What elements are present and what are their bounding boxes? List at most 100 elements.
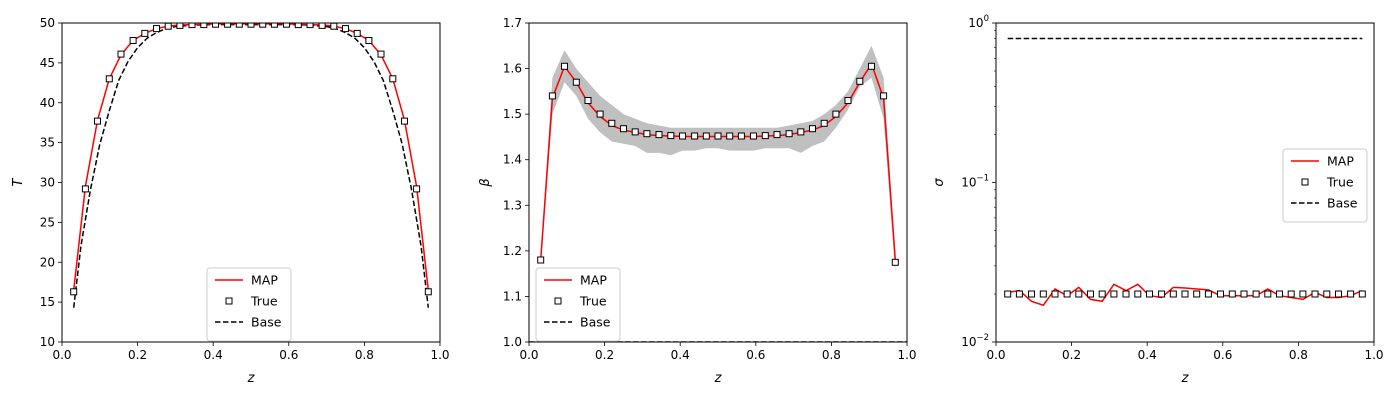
true-marker <box>1110 290 1118 298</box>
true-marker <box>141 29 149 37</box>
true-marker <box>1098 290 1106 298</box>
true-marker <box>200 23 208 29</box>
true-marker <box>620 125 627 133</box>
true-marker <box>1347 290 1355 298</box>
y-tick-label: 1.7 <box>503 16 522 30</box>
legend-true-handle <box>554 297 562 305</box>
true-marker <box>832 110 840 118</box>
legend-base-label: Base <box>1327 196 1358 211</box>
true-marker <box>797 128 805 136</box>
true-marker <box>844 97 852 104</box>
chart-panel-1: 0.0 0.2 0.4 0.6 0.8 1.0 10 15 20 25 30 35 40 45 50 z T MA… <box>11 16 450 386</box>
true-marker <box>1169 290 1177 298</box>
true-marker <box>785 130 793 138</box>
true-marker <box>235 23 243 28</box>
y-tick-label: 1.3 <box>503 198 522 212</box>
true-marker <box>856 77 864 85</box>
y-axis-label: β <box>478 178 493 187</box>
true-marker <box>247 23 255 28</box>
legend-true-handle <box>225 297 233 305</box>
true-marker <box>679 132 686 140</box>
chart-panel-2: 0.0 0.2 0.4 0.6 0.8 1.0 1.0 1.1 1.2 1.3 1.4 1.5 1.6 1… <box>478 16 917 386</box>
y-tick-label: 30 <box>40 176 55 190</box>
y-tick-label: 1.1 <box>503 289 522 303</box>
true-marker <box>820 119 828 127</box>
legend: MAP True Base <box>206 267 292 342</box>
true-marker <box>1252 290 1260 298</box>
true-marker <box>572 78 580 86</box>
true-marker <box>1299 290 1307 298</box>
true-marker <box>1051 290 1059 298</box>
true-marker <box>537 256 545 264</box>
chart-panel-3: 0.0 0.2 0.4 0.6 0.8 1.0 10−2 10−1 100 z σ MAP True Ba… <box>932 14 1384 386</box>
true-marker <box>584 97 592 104</box>
legend-map-label: MAP <box>1327 154 1354 169</box>
true-marker <box>212 23 219 28</box>
true-marker <box>306 23 314 29</box>
y-tick-label: 100 <box>968 14 989 30</box>
x-tick-label: 1.0 <box>430 348 449 362</box>
true-marker <box>596 110 604 118</box>
true-marker <box>413 185 421 193</box>
base-series-line <box>72 23 430 308</box>
y-tick-label: 20 <box>40 255 55 269</box>
true-marker <box>353 29 361 37</box>
true-marker <box>880 92 888 100</box>
true-marker <box>389 75 397 83</box>
true-marker <box>1217 290 1224 298</box>
y-tick-label: 10−2 <box>961 333 989 349</box>
y-tick-label: 1.4 <box>503 153 522 167</box>
x-tick-label: 0.4 <box>204 348 223 362</box>
true-marker <box>1287 290 1295 298</box>
legend-true-label: True <box>250 294 278 309</box>
true-marker <box>94 117 101 125</box>
true-marker <box>1015 290 1023 298</box>
y-tick-label: 25 <box>40 215 55 229</box>
true-marker <box>608 119 616 127</box>
true-marker <box>561 62 568 70</box>
true-marker <box>1358 290 1366 298</box>
true-marker <box>726 132 734 140</box>
legend: MAP True Base <box>1282 148 1368 223</box>
true-marker <box>330 23 338 30</box>
true-marker <box>1146 290 1153 298</box>
true-marker <box>691 132 699 140</box>
legend-box <box>535 267 621 342</box>
y-axis-label: T <box>11 177 26 186</box>
x-tick-label: 1.0 <box>1364 348 1383 362</box>
plot-area <box>70 23 432 308</box>
y-tick-label: 1.5 <box>503 107 522 121</box>
legend-box <box>1282 148 1368 223</box>
true-marker <box>643 130 651 138</box>
plot-area <box>529 45 907 342</box>
y-tick-label: 50 <box>40 16 55 30</box>
x-axis-label: z <box>247 371 256 386</box>
true-marker <box>1311 290 1319 298</box>
true-marker <box>631 128 639 136</box>
x-tick-label: 0.4 <box>1138 348 1157 362</box>
true-marker <box>655 131 663 139</box>
true-marker <box>1181 290 1189 298</box>
y-tick-label: 15 <box>40 295 55 309</box>
legend-map-label: MAP <box>251 273 278 288</box>
legend-base-label: Base <box>251 315 282 330</box>
true-marker <box>1193 290 1201 298</box>
true-marker <box>1004 290 1012 298</box>
x-tick-label: 0.8 <box>822 348 841 362</box>
true-marker <box>1240 290 1248 298</box>
true-marker <box>1158 290 1166 298</box>
true-marker <box>1075 290 1083 298</box>
true-marker <box>1087 290 1094 298</box>
y-tick-label: 1.6 <box>503 62 522 76</box>
true-marker <box>702 132 710 140</box>
uncertainty-band <box>540 45 896 274</box>
legend-true-label: True <box>1326 175 1354 190</box>
true-marker <box>714 132 722 140</box>
plot-area <box>1004 37 1366 307</box>
true-marker <box>891 258 899 266</box>
x-tick-label: 1.0 <box>897 348 916 362</box>
x-tick-label: 0.4 <box>671 348 690 362</box>
x-tick-label: 0.0 <box>52 348 71 362</box>
y-tick-label: 35 <box>40 136 55 150</box>
true-marker <box>105 75 113 83</box>
